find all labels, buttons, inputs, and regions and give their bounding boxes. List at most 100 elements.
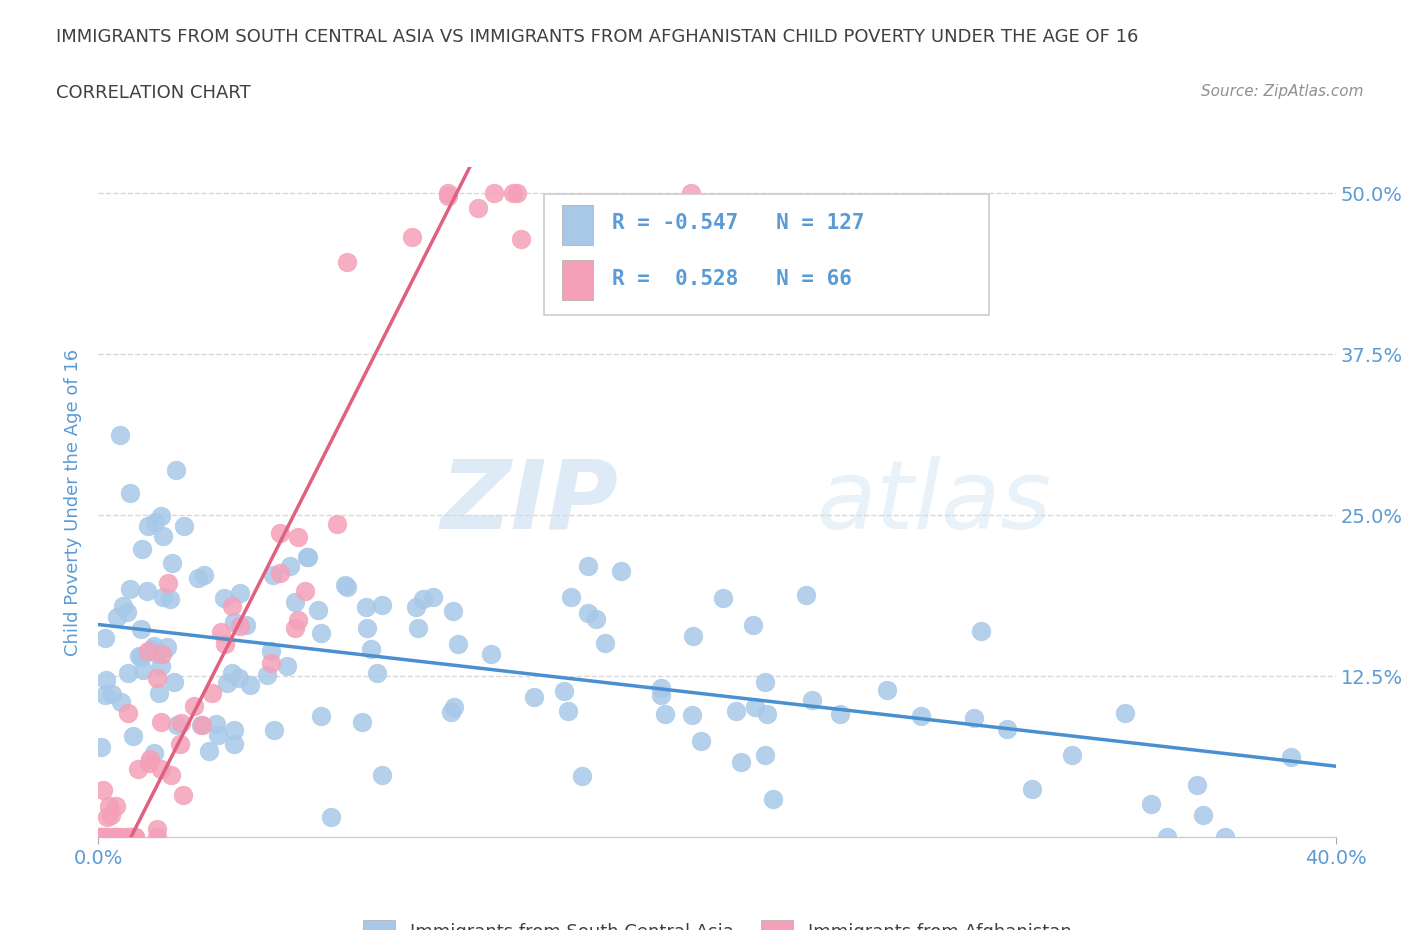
- Point: [136, 583, 159, 598]
- Point: [94, 631, 117, 645]
- Point: [742, 618, 765, 632]
- Point: [1213, 830, 1236, 844]
- Point: [354, 600, 377, 615]
- Point: [284, 594, 307, 609]
- Point: [190, 718, 212, 733]
- Point: [287, 529, 309, 544]
- Point: [224, 737, 246, 751]
- Point: [212, 591, 235, 605]
- Point: [146, 821, 169, 836]
- Point: [571, 768, 593, 783]
- Point: [585, 611, 607, 626]
- Point: [170, 715, 193, 730]
- Point: [107, 830, 129, 844]
- Point: [221, 666, 243, 681]
- Point: [1156, 830, 1178, 844]
- Point: [679, 186, 702, 201]
- Point: [121, 830, 143, 844]
- Point: [114, 830, 136, 844]
- Point: [118, 830, 141, 844]
- Bar: [562, 260, 593, 300]
- Point: [730, 754, 752, 769]
- Point: [89, 830, 111, 844]
- Text: atlas: atlas: [815, 456, 1052, 549]
- Point: [309, 709, 332, 724]
- Point: [319, 810, 342, 825]
- Point: [96, 830, 118, 844]
- Point: [143, 746, 166, 761]
- Point: [436, 189, 458, 204]
- Text: CORRELATION CHART: CORRELATION CHART: [56, 84, 252, 101]
- Point: [437, 186, 460, 201]
- Point: [148, 686, 170, 701]
- Point: [105, 799, 128, 814]
- Point: [172, 788, 194, 803]
- Point: [523, 690, 546, 705]
- Point: [401, 230, 423, 245]
- Point: [139, 752, 162, 767]
- Point: [105, 610, 128, 625]
- Point: [440, 705, 463, 720]
- Point: [96, 809, 118, 824]
- Point: [163, 674, 186, 689]
- Point: [1187, 778, 1209, 793]
- Point: [97, 830, 120, 844]
- Point: [141, 642, 163, 657]
- Point: [152, 590, 174, 604]
- Point: [294, 583, 316, 598]
- Point: [90, 739, 112, 754]
- Point: [87, 830, 110, 844]
- Point: [124, 830, 146, 844]
- Point: [443, 699, 465, 714]
- Point: [89, 830, 111, 844]
- Point: [276, 658, 298, 673]
- Point: [229, 586, 252, 601]
- Point: [287, 612, 309, 627]
- Point: [228, 671, 250, 685]
- Point: [336, 255, 359, 270]
- Point: [970, 624, 993, 639]
- Point: [156, 639, 179, 654]
- Point: [132, 662, 155, 677]
- Point: [762, 791, 785, 806]
- Point: [609, 563, 631, 578]
- Point: [173, 518, 195, 533]
- Point: [557, 704, 579, 719]
- Point: [256, 668, 278, 683]
- Point: [91, 782, 114, 797]
- Point: [191, 718, 214, 733]
- Point: [120, 830, 142, 844]
- Point: [103, 830, 125, 844]
- Point: [165, 462, 187, 477]
- Point: [100, 686, 122, 701]
- Point: [307, 603, 329, 618]
- Point: [149, 658, 172, 673]
- Point: [995, 722, 1018, 737]
- Point: [350, 714, 373, 729]
- Y-axis label: Child Poverty Under the Age of 16: Child Poverty Under the Age of 16: [65, 349, 83, 656]
- Point: [159, 591, 181, 606]
- Point: [229, 618, 252, 633]
- Legend: Immigrants from South Central Asia, Immigrants from Afghanistan: Immigrants from South Central Asia, Immi…: [356, 913, 1078, 930]
- Point: [128, 648, 150, 663]
- Point: [278, 558, 301, 573]
- Point: [131, 542, 153, 557]
- Point: [131, 622, 153, 637]
- Point: [1192, 807, 1215, 822]
- Point: [145, 514, 167, 529]
- Point: [744, 699, 766, 714]
- Point: [160, 767, 183, 782]
- Point: [371, 767, 394, 782]
- Point: [156, 576, 179, 591]
- Point: [145, 830, 167, 844]
- Point: [150, 761, 173, 776]
- Point: [560, 590, 582, 604]
- Point: [910, 709, 932, 724]
- Text: R =  0.528   N = 66: R = 0.528 N = 66: [612, 269, 852, 288]
- Text: R = -0.547   N = 127: R = -0.547 N = 127: [612, 213, 865, 233]
- Point: [260, 656, 283, 671]
- Point: [124, 830, 146, 844]
- Point: [754, 674, 776, 689]
- Point: [146, 671, 169, 685]
- Point: [263, 723, 285, 737]
